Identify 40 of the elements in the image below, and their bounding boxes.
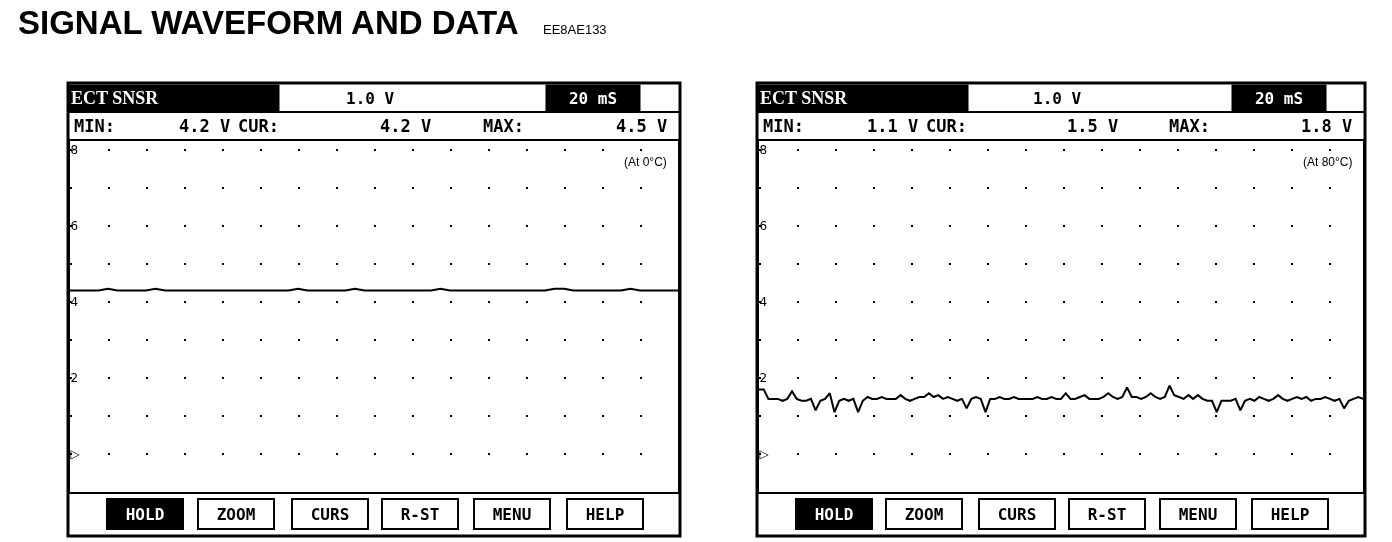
text: HELP: [1270, 504, 1310, 524]
text: 1.1 V: [867, 116, 919, 136]
text: MENU: [492, 504, 532, 524]
text: MIN:: [763, 116, 804, 136]
text: 20 mS: [1254, 88, 1304, 108]
text: 1.0 V: [1033, 89, 1082, 108]
text: MIN:: [74, 116, 115, 136]
annotation: (At 0°C): [624, 155, 667, 169]
y-tick-label: 2: [70, 371, 79, 386]
chart-title: SIGNAL WAVEFORM AND DATA: [18, 3, 519, 41]
text: ZOOM: [216, 504, 256, 524]
text: 4.2 V: [380, 116, 432, 136]
text: CUR:: [238, 116, 279, 136]
annotation: (At 80°C): [1303, 155, 1353, 169]
text: CURS: [997, 504, 1037, 524]
text: ZOOM: [904, 504, 944, 524]
text: R-ST: [400, 504, 440, 524]
text: CUR:: [926, 116, 967, 136]
text: 20 mS: [568, 88, 618, 108]
y-tick-label: 2: [759, 371, 768, 386]
text: MENU: [1178, 504, 1218, 524]
text: R-ST: [1087, 504, 1127, 524]
text: MAX:: [483, 116, 524, 136]
text: 4.2 V: [179, 116, 231, 136]
text: CURS: [310, 504, 350, 524]
y-tick-label: 8: [759, 143, 768, 158]
chart-subtitle: EE8AE133: [543, 22, 607, 37]
text: 1.8 V: [1301, 116, 1353, 136]
text: HOLD: [814, 504, 854, 524]
text: 1.0 V: [346, 89, 395, 108]
y-tick-label: 4: [759, 295, 768, 310]
text: HOLD: [125, 504, 165, 524]
y-tick-label: 8: [70, 143, 79, 158]
text: 4.5 V: [616, 116, 668, 136]
text: MAX:: [1169, 116, 1210, 136]
text: 1.5 V: [1067, 116, 1119, 136]
text: ECT SNSR: [71, 88, 160, 108]
y-tick-label: 4: [70, 295, 79, 310]
text: HELP: [585, 504, 625, 524]
text: ECT SNSR: [760, 88, 849, 108]
